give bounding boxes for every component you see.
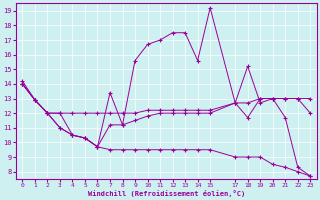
X-axis label: Windchill (Refroidissement éolien,°C): Windchill (Refroidissement éolien,°C)	[88, 190, 245, 197]
